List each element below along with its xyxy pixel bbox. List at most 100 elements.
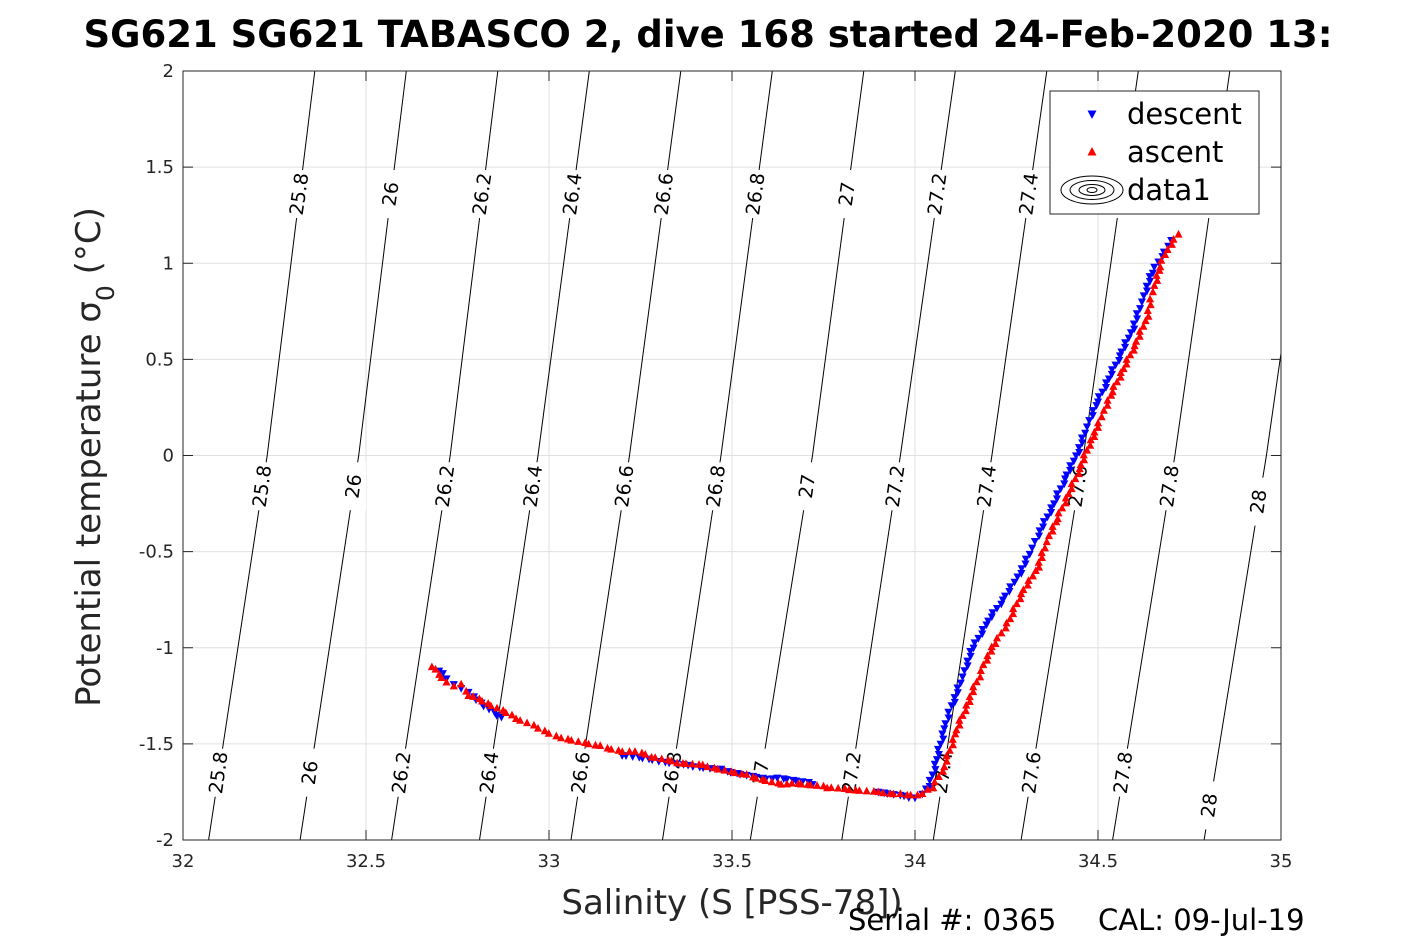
axes bbox=[182, 70, 1282, 841]
descent-point bbox=[958, 673, 967, 682]
ascent-point bbox=[1042, 537, 1051, 546]
ascent-point bbox=[1067, 479, 1076, 488]
contour-label-gap bbox=[795, 462, 820, 511]
descent-point bbox=[963, 662, 972, 671]
contour-label: 26 bbox=[341, 473, 366, 500]
y-tick-label: -0.5 bbox=[139, 542, 174, 563]
ascent-point bbox=[1006, 614, 1015, 623]
ascent-point bbox=[1103, 401, 1112, 409]
ascent-point bbox=[1061, 498, 1070, 507]
ascent-point bbox=[955, 720, 964, 729]
ascent-point bbox=[1103, 396, 1112, 404]
ascent-point bbox=[457, 679, 466, 688]
y-tick-label: -1 bbox=[156, 638, 174, 659]
ascent-point bbox=[584, 739, 593, 748]
descent-point bbox=[1145, 277, 1154, 286]
contour-label: 26 bbox=[378, 181, 403, 208]
descent-point bbox=[1129, 320, 1138, 329]
ascent-point bbox=[1086, 441, 1095, 449]
ascent-point bbox=[486, 701, 495, 710]
ascent-point bbox=[813, 781, 822, 789]
descent-point bbox=[1050, 500, 1059, 509]
descent-point bbox=[438, 670, 447, 678]
ascent-point bbox=[938, 767, 947, 775]
descent-point bbox=[1136, 305, 1145, 313]
descent-point bbox=[1025, 550, 1034, 559]
x-tick-label: 35 bbox=[1270, 851, 1293, 872]
ascent-point bbox=[1112, 377, 1122, 386]
ascent-point bbox=[1144, 312, 1153, 320]
descent-point bbox=[1121, 343, 1130, 352]
descent-point bbox=[1013, 573, 1022, 582]
ascent-point bbox=[1019, 585, 1028, 594]
descent-point bbox=[1107, 370, 1116, 379]
ascent-point bbox=[972, 677, 981, 686]
ascent-point bbox=[1122, 359, 1131, 368]
y-axis-label: Potential temperature σ0 (°C) bbox=[69, 207, 120, 707]
y-tick-label: 1 bbox=[163, 253, 174, 274]
contour-label: 27 bbox=[795, 473, 820, 500]
ascent-point bbox=[492, 703, 502, 712]
descent-point bbox=[1006, 583, 1015, 592]
ascent-point bbox=[1169, 235, 1178, 243]
ascent-point bbox=[1093, 423, 1103, 431]
ascent-point bbox=[1016, 594, 1025, 603]
ascent-point bbox=[1009, 609, 1018, 618]
ascent-point bbox=[879, 788, 888, 797]
ascent-point bbox=[630, 747, 640, 755]
descent-point bbox=[1039, 523, 1048, 532]
ascent-point bbox=[1023, 580, 1032, 589]
contour-label-gap bbox=[652, 170, 677, 219]
ascent-point bbox=[1061, 493, 1070, 502]
descent-point bbox=[936, 740, 945, 749]
x-tick-label: 32 bbox=[172, 851, 195, 872]
ascent-point bbox=[889, 789, 898, 798]
descent-point bbox=[1121, 339, 1130, 347]
legend-marker-contour bbox=[1060, 175, 1124, 205]
ascent-point bbox=[1109, 382, 1118, 390]
descent-point bbox=[1039, 518, 1048, 526]
serial-number: Serial #: 0365 bbox=[848, 903, 1056, 937]
ascent-point bbox=[1053, 514, 1062, 523]
ascent-point bbox=[906, 790, 915, 799]
descent-point bbox=[791, 777, 801, 786]
legend-marker-descent bbox=[1087, 110, 1097, 119]
descent-point bbox=[1085, 417, 1094, 425]
y-tick-label: 0.5 bbox=[145, 349, 174, 370]
descent-point bbox=[1060, 480, 1069, 489]
legend-label-data1: data1 bbox=[1127, 173, 1211, 207]
ascent-point bbox=[940, 762, 949, 771]
descent-point bbox=[1133, 315, 1142, 323]
ascent-point bbox=[1161, 250, 1170, 259]
y-tick-label: 2 bbox=[163, 61, 174, 82]
descent-point bbox=[1010, 578, 1019, 587]
ascent-point bbox=[1040, 543, 1049, 552]
ascent-point bbox=[969, 687, 978, 696]
ascent-point bbox=[1108, 387, 1117, 396]
ascent-point bbox=[522, 718, 532, 727]
ascent-point bbox=[651, 753, 660, 761]
descent-point bbox=[931, 766, 940, 774]
descent-point bbox=[1043, 513, 1052, 522]
descent-point bbox=[950, 698, 959, 707]
ascent-point bbox=[681, 759, 690, 768]
ascent-point bbox=[469, 692, 478, 700]
descent-point bbox=[1098, 388, 1107, 397]
descent-point bbox=[1074, 444, 1084, 452]
ascent-point bbox=[948, 735, 957, 743]
ascent-point bbox=[625, 747, 634, 755]
descent-point bbox=[1142, 282, 1151, 291]
x-tick-label: 33.5 bbox=[712, 851, 752, 872]
contour-label: 26 bbox=[298, 759, 323, 786]
ascent-point bbox=[529, 720, 538, 729]
ascent-point bbox=[533, 723, 543, 732]
ascent-point bbox=[1099, 406, 1108, 414]
descent-point bbox=[1111, 361, 1120, 370]
descent-point bbox=[1017, 565, 1026, 573]
legend-marker-contour bbox=[1086, 187, 1098, 193]
descent-point bbox=[1082, 423, 1092, 432]
contour-label-gap bbox=[521, 462, 546, 511]
y-axis-label-main: Potential temperature σ bbox=[69, 301, 109, 707]
ascent-point bbox=[1152, 271, 1161, 279]
ascent-point bbox=[431, 664, 440, 673]
